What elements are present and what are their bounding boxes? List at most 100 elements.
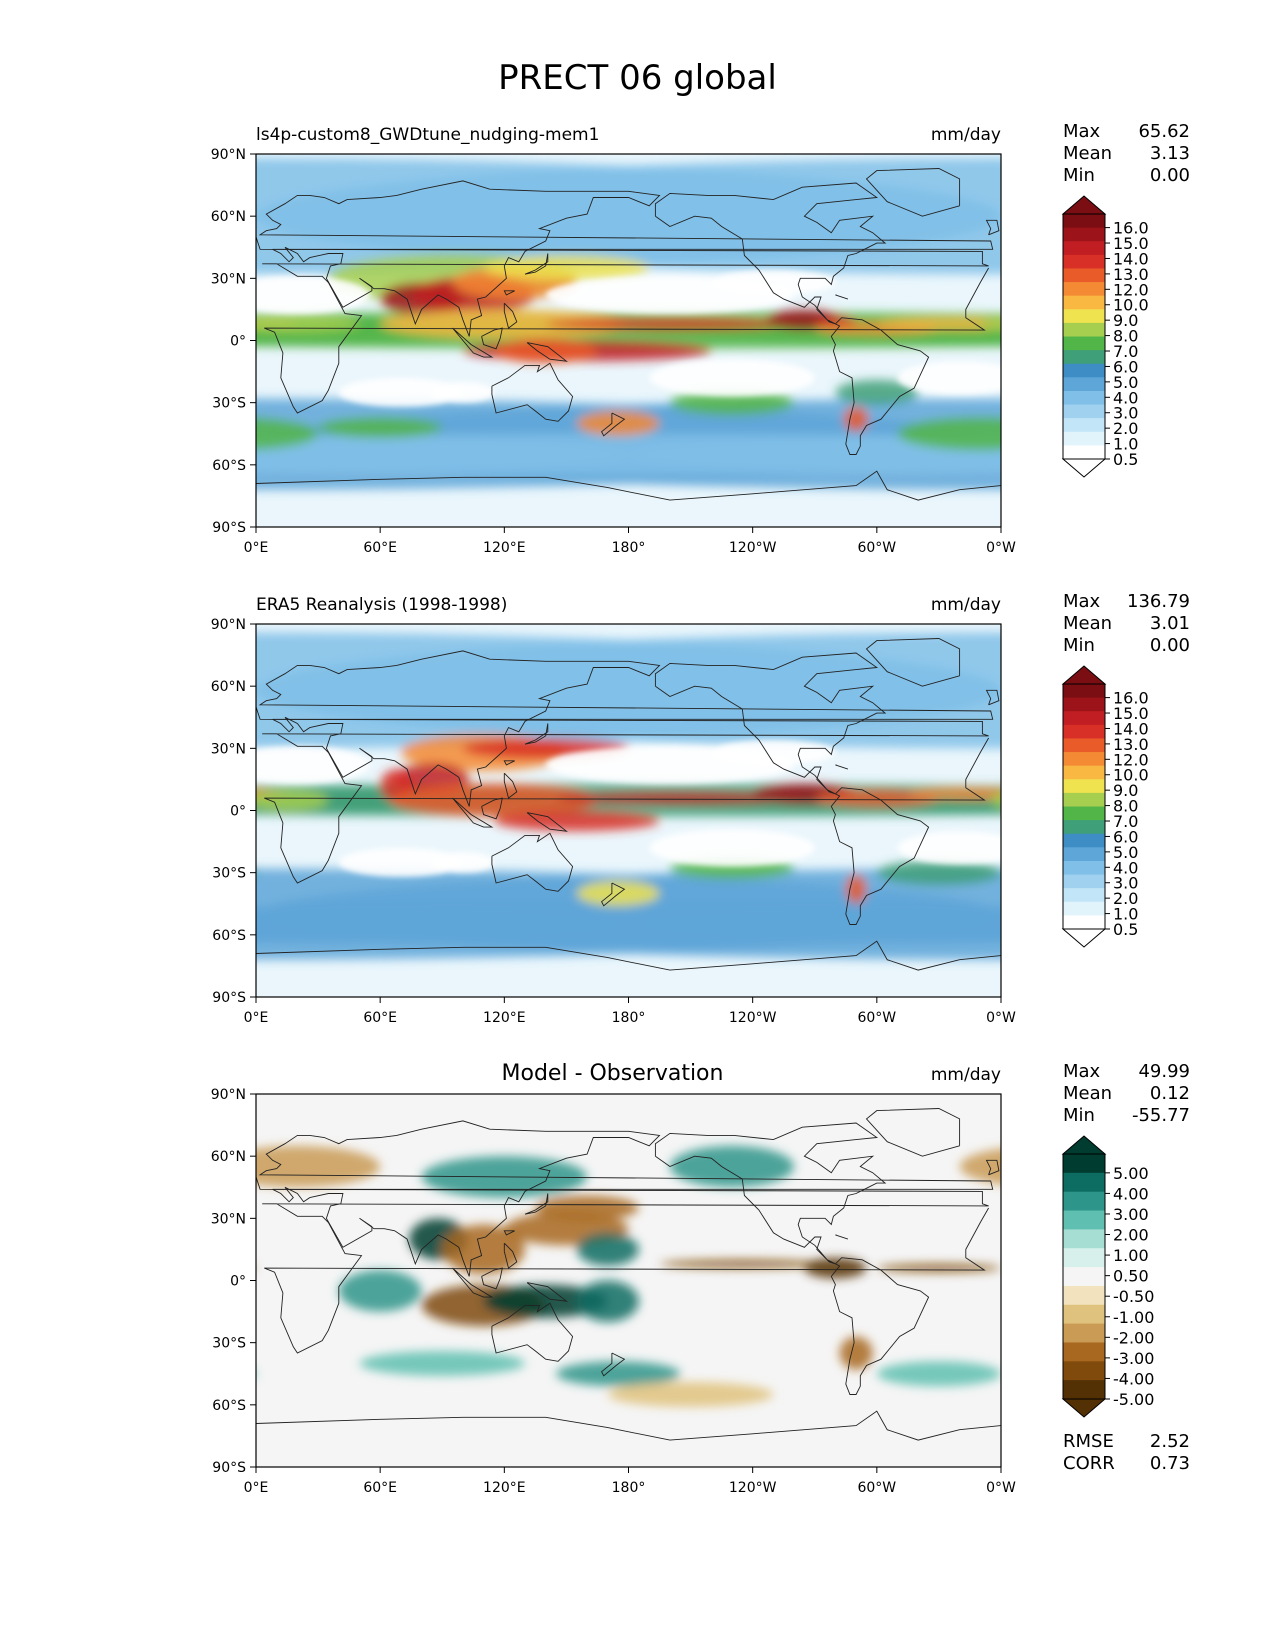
colorbar-bin	[1063, 860, 1105, 876]
lon-tick-label: 60°W	[857, 1010, 896, 1026]
model-field-cell	[256, 436, 629, 473]
colorbar-label: 3.00	[1113, 1205, 1149, 1224]
obs-field-cell	[101, 875, 122, 904]
stat-value: 0.00	[1150, 635, 1190, 656]
figure-title: PRECT 06 global	[498, 58, 777, 98]
colorbar-bin	[1063, 847, 1105, 862]
model-field-cell	[545, 317, 795, 331]
colorbar-label: 4.0	[1113, 858, 1138, 877]
obs-field-cell	[1136, 784, 1275, 817]
lon-tick-label: 120°W	[729, 540, 777, 556]
colorbar-label: 1.00	[1113, 1246, 1149, 1265]
model-field-cell	[1208, 341, 1275, 362]
stat-label: Max	[1063, 591, 1101, 612]
obs-field-cell	[256, 789, 329, 811]
diff-coastline	[503, 1230, 515, 1236]
lat-tick-label: 30°N	[211, 271, 246, 287]
diff-field-cell	[1167, 1156, 1275, 1197]
stat-value: 3.01	[1150, 613, 1190, 634]
lat-tick-label: 90°S	[212, 520, 246, 536]
lat-tick-label: 0°	[230, 334, 246, 350]
diff-coastline	[526, 1282, 568, 1302]
diff-coastline	[835, 1234, 849, 1240]
diff-field-cell	[876, 1263, 1001, 1273]
colorbar-bin	[1063, 1380, 1105, 1400]
colorbar-label: -1.00	[1113, 1308, 1154, 1327]
lon-tick-label: 60°E	[363, 1010, 397, 1026]
panels-root: 90°N 60°N 30°N 0° 30°S 60°S 90°S 0°E 60°E 120°E 18…	[0, 121, 1275, 1496]
stat-value: 136.79	[1127, 591, 1190, 612]
model-field-cell	[0, 318, 49, 330]
lon-tick-label: 120°E	[483, 1010, 526, 1026]
colorbar-bin	[1063, 336, 1105, 351]
model-colorbar: 16.015.014.013.012.010.09.08.07.06.05.04…	[1061, 195, 1149, 478]
colorbar-bin	[1063, 833, 1105, 848]
colorbar-bin	[1063, 901, 1105, 916]
stat-value: 0.00	[1150, 165, 1190, 186]
obs-field-cell	[0, 792, 59, 804]
obs-coastline	[835, 764, 849, 770]
model-field	[0, 158, 1275, 490]
model-field-cell	[22, 309, 97, 330]
lat-tick-label: 60°N	[211, 209, 246, 225]
obs-field-cell	[845, 874, 867, 904]
colorbar-label: -0.50	[1113, 1287, 1154, 1306]
diff-field-cell	[1154, 1218, 1212, 1259]
model-dry-zone	[256, 276, 370, 314]
lon-tick-label: 180°	[612, 1480, 646, 1496]
stat-label: Min	[1063, 165, 1095, 186]
model-dry-zone	[711, 270, 836, 295]
model-coastline	[503, 302, 518, 329]
model-field-cell	[843, 406, 869, 432]
obs-field-cell	[628, 906, 1001, 943]
colorbar-bin	[1063, 779, 1105, 794]
obs-dry-zone	[338, 847, 463, 877]
diff-coastline	[481, 1267, 503, 1290]
colorbar-bin	[1063, 738, 1105, 753]
lat-tick-label: 60°S	[212, 458, 246, 474]
diff-field-cell	[338, 1270, 422, 1312]
model-coastline	[256, 470, 1001, 501]
model-field-cell	[1156, 276, 1275, 313]
colorbar-label: 9.0	[1113, 781, 1138, 800]
obs-field-cell	[876, 860, 1001, 886]
obs-dry-zone	[431, 851, 494, 873]
diff-coastline	[865, 1108, 961, 1157]
lat-tick-label: 60°N	[211, 679, 246, 695]
stat-value: -55.77	[1132, 1105, 1190, 1126]
metric-value: 0.73	[1150, 1453, 1190, 1474]
obs-coastline	[481, 797, 503, 820]
obs-field-cell	[70, 790, 194, 807]
diff-field-cell	[576, 1280, 639, 1322]
model-field-cell	[493, 338, 598, 364]
lon-tick-label: 120°W	[729, 1010, 777, 1026]
colorbar-label: 12.0	[1113, 750, 1149, 769]
diff-field-cell	[442, 1224, 526, 1275]
colorbar-label: 3.0	[1113, 404, 1138, 423]
colorbar-label: 9.0	[1113, 311, 1138, 330]
colorbar-bin	[1063, 1229, 1105, 1249]
lon-tick-label: 0°W	[986, 1010, 1016, 1026]
lat-tick-label: 90°S	[212, 990, 246, 1006]
obs-field-cell	[8, 784, 111, 805]
colorbar-label: 10.0	[1113, 296, 1149, 315]
diff-field-cell	[256, 1145, 381, 1188]
colorbar-label: 6.0	[1113, 827, 1138, 846]
colorbar-bin	[1063, 752, 1105, 767]
model-field-cell	[70, 322, 194, 334]
diff-coastline	[452, 1267, 494, 1298]
model-field-cell	[256, 315, 360, 333]
model-field-cell	[90, 380, 173, 405]
stat-value: 49.99	[1138, 1061, 1190, 1082]
model-title: ls4p-custom8_GWDtune_nudging-mem1	[256, 125, 599, 145]
diff-field-cell	[1229, 1285, 1275, 1318]
colorbar-label: 4.00	[1113, 1184, 1149, 1203]
colorbar-bin	[1063, 806, 1105, 821]
diff-map: 90°N 60°N 30°N 0° 30°S 60°S 90°S 0°E 60°E 120°E 18…	[211, 1061, 1275, 1496]
model-coastline	[601, 412, 626, 437]
obs-map: 90°N 60°N 30°N 0° 30°S 60°S 90°S 0°E 60°E 120°E 18…	[0, 595, 1275, 1026]
diff-coastlines	[256, 1108, 1001, 1441]
lat-tick-label: 90°N	[211, 617, 246, 633]
model-dry-zone	[649, 359, 815, 397]
colorbar-label: 12.0	[1113, 280, 1149, 299]
